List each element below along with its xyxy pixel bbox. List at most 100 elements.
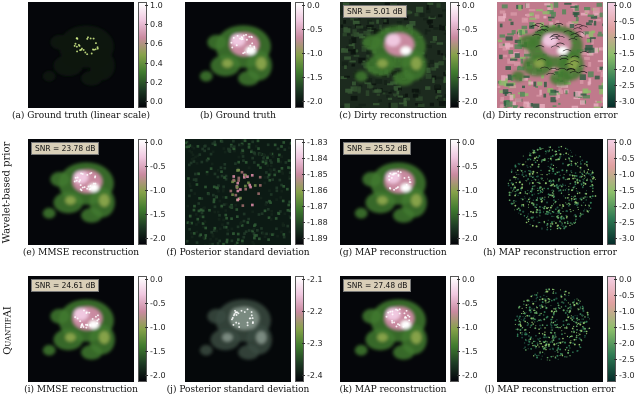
colorbar-tick-label: 1.0 bbox=[145, 1, 163, 10]
snr-badge: SNR = 27.48 dB bbox=[343, 279, 412, 292]
colorbar-tick-label: -1.85 bbox=[302, 170, 328, 179]
colorbar bbox=[450, 2, 459, 108]
colorbar bbox=[450, 276, 459, 382]
colorbar-tick-label: -2.0 bbox=[145, 371, 166, 380]
panel-image-render bbox=[42, 299, 115, 360]
colorbar-tick-label: -1.5 bbox=[457, 73, 478, 82]
colorbar-tick-label: -2.0 bbox=[614, 339, 635, 348]
panel-image: SNR = 23.78 dB bbox=[28, 139, 134, 245]
colorbar-tick-label: -2.1 bbox=[302, 275, 323, 284]
colorbar-tick-label: -0.5 bbox=[457, 299, 478, 308]
colorbar-tick-label: -1.0 bbox=[457, 49, 478, 58]
colorbar-tick-label: -1.0 bbox=[302, 49, 323, 58]
colorbar-tick-label: -1.0 bbox=[614, 307, 635, 316]
colorbar-tick-label: -0.5 bbox=[302, 25, 323, 34]
colorbar-tick-label: -1.5 bbox=[145, 347, 166, 356]
colorbar-tick-label: -3.0 bbox=[614, 97, 635, 106]
colorbar-tick-label: 0.0 bbox=[614, 275, 632, 284]
colorbar bbox=[450, 139, 459, 245]
colorbar-tick-label: 0.0 bbox=[457, 138, 475, 147]
snr-badge: SNR = 24.61 dB bbox=[31, 279, 100, 292]
panel-caption: (a) Ground truth (linear scale) bbox=[11, 111, 151, 121]
panel-image: SNR = 25.52 dB bbox=[340, 139, 446, 245]
colorbar-tick-label: 0.2 bbox=[145, 77, 163, 87]
row-label-wavelet: Wavelet-based prior bbox=[1, 141, 13, 244]
panel-image-render bbox=[42, 25, 115, 86]
colorbar-tick-label: -2.3 bbox=[302, 339, 323, 348]
colorbar-tick-label: -0.5 bbox=[614, 291, 635, 300]
panel-caption: (c) Dirty reconstruction bbox=[339, 111, 447, 121]
colorbar-tick-label: 0.6 bbox=[145, 39, 163, 49]
colorbar-tick-label: -1.5 bbox=[457, 210, 478, 219]
panel-image bbox=[497, 276, 603, 382]
colorbar-tick-label: -2.5 bbox=[614, 81, 635, 90]
colorbar-tick-label: -1.84 bbox=[302, 154, 328, 163]
colorbar-tick-label: -0.5 bbox=[614, 154, 635, 163]
colorbar-tick-label: -2.0 bbox=[457, 234, 478, 243]
panel-image: SNR = 24.61 dB bbox=[28, 276, 134, 382]
colorbar-tick-label: 0.0 bbox=[145, 275, 163, 284]
panel-image bbox=[497, 139, 603, 245]
colorbar bbox=[138, 139, 147, 245]
colorbar-tick-label: -1.0 bbox=[614, 170, 635, 179]
panel-image bbox=[185, 276, 291, 382]
panel-image bbox=[28, 2, 134, 108]
colorbar-tick-label: -2.4 bbox=[302, 371, 323, 380]
panel-image bbox=[497, 2, 603, 108]
colorbar-tick-label: -1.83 bbox=[302, 138, 328, 147]
colorbar-tick-label: -1.5 bbox=[614, 49, 635, 58]
panel-caption: (l) MAP reconstruction error bbox=[484, 385, 616, 395]
colorbar-tick-label: 0.0 bbox=[457, 275, 475, 284]
snr-badge: SNR = 5.01 dB bbox=[343, 5, 407, 18]
colorbar-tick-label: -0.5 bbox=[145, 299, 166, 308]
panel-caption: (d) Dirty reconstruction error bbox=[482, 111, 618, 121]
colorbar-tick-label: -2.0 bbox=[614, 65, 635, 74]
colorbar-tick-label: -1.0 bbox=[457, 323, 478, 332]
colorbar bbox=[138, 276, 147, 382]
colorbar bbox=[295, 139, 304, 245]
panel-caption: (g) MAP reconstruction bbox=[339, 248, 447, 258]
panel-image-render bbox=[199, 25, 272, 86]
colorbar-tick-label: -2.0 bbox=[614, 202, 635, 211]
colorbar-tick-label: -2.0 bbox=[302, 97, 323, 106]
colorbar-tick-label: -1.89 bbox=[302, 234, 328, 243]
colorbar-tick-label: -2.5 bbox=[614, 355, 635, 364]
panel-image-render bbox=[340, 2, 446, 108]
colorbar-tick-label: 0.0 bbox=[145, 138, 163, 147]
panel-caption: (b) Ground truth bbox=[200, 111, 276, 121]
colorbar-tick-label: -2.5 bbox=[614, 218, 635, 227]
colorbar-tick-label: 0.0 bbox=[457, 1, 475, 10]
snr-badge: SNR = 25.52 dB bbox=[343, 142, 412, 155]
colorbar-tick-label: -1.0 bbox=[145, 323, 166, 332]
colorbar bbox=[607, 2, 616, 108]
colorbar-tick-label: -0.5 bbox=[145, 162, 166, 171]
panel-image-render bbox=[497, 2, 603, 108]
panel-image-render bbox=[185, 276, 291, 382]
panel-caption: (e) MMSE reconstruction bbox=[22, 248, 140, 258]
colorbar-tick-label: 0.0 bbox=[614, 138, 632, 147]
colorbar-tick-label: -1.0 bbox=[145, 186, 166, 195]
colorbar-tick-label: -1.86 bbox=[302, 186, 328, 195]
panel-caption: (k) MAP reconstruction bbox=[339, 385, 447, 395]
colorbar bbox=[607, 276, 616, 382]
colorbar-tick-label: -0.5 bbox=[457, 162, 478, 171]
colorbar-tick-label: 0.8 bbox=[145, 20, 163, 30]
colorbar-tick-label: -2.2 bbox=[302, 307, 323, 316]
colorbar-tick-label: -3.0 bbox=[614, 371, 635, 380]
panel-image-render bbox=[354, 162, 427, 223]
panel-image-render bbox=[354, 299, 427, 360]
colorbar-tick-label: 0.0 bbox=[302, 1, 320, 10]
colorbar-tick-label: -2.0 bbox=[457, 371, 478, 380]
panel-image-render bbox=[185, 139, 291, 245]
colorbar-tick-label: -1.5 bbox=[614, 323, 635, 332]
colorbar-tick-label: -1.88 bbox=[302, 218, 328, 227]
colorbar-tick-label: -1.87 bbox=[302, 202, 328, 211]
colorbar-tick-label: -0.5 bbox=[614, 17, 635, 26]
colorbar-tick-label: -2.0 bbox=[457, 97, 478, 106]
panel-image bbox=[185, 139, 291, 245]
colorbar-tick-label: -3.0 bbox=[614, 234, 635, 243]
colorbar-tick-label: -0.5 bbox=[457, 25, 478, 34]
colorbar bbox=[295, 276, 304, 382]
row-label-quantifai: QuantifAI bbox=[2, 306, 14, 355]
panel-image-render bbox=[42, 162, 115, 223]
